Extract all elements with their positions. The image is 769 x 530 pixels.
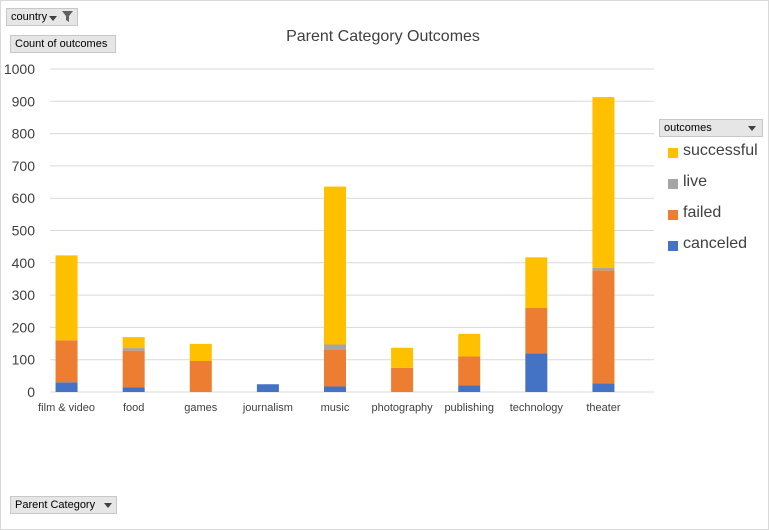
x-tick-label: theater: [586, 402, 621, 414]
bar-canceled: [324, 386, 346, 392]
x-tick-label: publishing: [444, 402, 494, 414]
bar-successful: [391, 347, 414, 368]
bar-successful: [592, 97, 615, 268]
bar-live: [592, 267, 615, 271]
bar-failed: [525, 308, 548, 354]
country-filter-label: country: [11, 11, 48, 23]
x-tick-label: food: [123, 402, 144, 414]
bar-failed: [592, 270, 615, 384]
legend-label-failed: failed: [683, 204, 722, 221]
y-tick-label: 400: [12, 255, 36, 271]
y-tick-label: 600: [12, 190, 36, 206]
y-tick-label: 500: [12, 223, 36, 239]
bar-successful: [458, 333, 481, 357]
bar-successful: [525, 257, 548, 309]
y-tick-label: 900: [12, 93, 36, 109]
filter-icon: [62, 11, 73, 22]
x-tick-label: music: [321, 402, 350, 414]
y-tick-label: 700: [12, 158, 36, 174]
chart-title: Parent Category Outcomes: [286, 28, 480, 45]
bar-failed: [189, 360, 212, 392]
bar-failed: [458, 356, 481, 386]
bar-canceled: [525, 353, 548, 392]
legend-swatch-live: [668, 179, 678, 189]
bar-failed: [122, 350, 145, 388]
y-tick-label: 800: [12, 126, 36, 142]
legend-item-canceled: canceled: [659, 230, 763, 261]
axis-field-label: Parent Category: [15, 499, 96, 511]
legend-label-live: live: [683, 173, 708, 190]
x-tick-label: photography: [372, 402, 434, 414]
bar-canceled: [122, 387, 145, 392]
legend-label-successful: successful: [683, 142, 758, 159]
bar-successful: [189, 343, 212, 361]
x-tick-label: film & video: [38, 402, 95, 414]
chevron-down-icon: [49, 16, 57, 21]
x-tick-label: journalism: [242, 402, 293, 414]
legend-label-canceled: canceled: [683, 235, 748, 252]
chevron-down-icon: [104, 503, 112, 508]
legend-field-label: outcomes: [664, 122, 712, 134]
legend-field-button[interactable]: outcomes: [659, 119, 763, 137]
y-tick-label: 200: [12, 319, 36, 335]
y-tick-label: 1000: [4, 61, 35, 77]
bar-canceled: [256, 384, 279, 392]
bar-canceled: [55, 382, 78, 392]
legend-swatch-canceled: [668, 241, 678, 251]
legend-swatch-successful: [668, 148, 678, 158]
values-field-label: Count of outcomes: [15, 38, 108, 50]
legend: outcomes successful live failed canceled: [659, 119, 763, 261]
bar-canceled: [592, 383, 615, 392]
bar-successful: [324, 186, 346, 345]
x-tick-label: technology: [510, 402, 564, 414]
legend-item-failed: failed: [659, 199, 763, 230]
chevron-down-icon: [748, 126, 756, 131]
legend-swatch-failed: [668, 210, 678, 220]
values-field-button[interactable]: Count of outcomes: [10, 35, 116, 53]
bar-successful: [122, 337, 145, 349]
bar-live: [122, 348, 145, 351]
bar-live: [324, 344, 346, 351]
y-tick-label: 300: [12, 287, 36, 303]
x-tick-label: games: [184, 402, 218, 414]
y-tick-label: 100: [12, 352, 36, 368]
bar-failed: [324, 350, 346, 387]
bar-failed: [55, 340, 78, 383]
bar-failed: [391, 367, 414, 392]
axis-field-button[interactable]: Parent Category: [10, 496, 117, 514]
legend-item-live: live: [659, 168, 763, 199]
bar-canceled: [458, 385, 481, 392]
bar-successful: [55, 255, 78, 341]
y-tick-label: 0: [27, 384, 35, 400]
country-filter-button[interactable]: country: [6, 8, 78, 26]
legend-item-successful: successful: [659, 137, 763, 168]
